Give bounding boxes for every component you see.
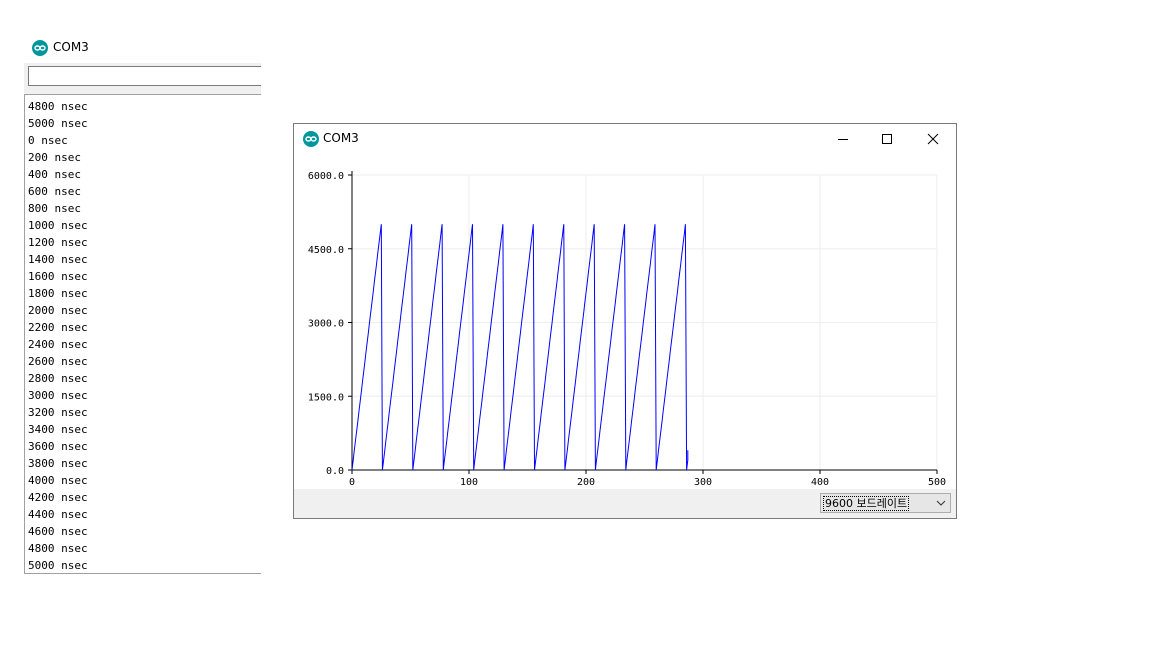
- serial-output-line: 2600 nsec: [28, 355, 88, 368]
- serial-output-line: 3400 nsec: [28, 423, 88, 436]
- maximize-icon: [882, 134, 892, 144]
- y-tick-label: 0.0: [326, 466, 344, 477]
- plot-area: 0 100 200 300 400 500 0.0 1500.0 3000.0 4500.0 600…: [294, 154, 956, 489]
- serial-output-line: 4000 nsec: [28, 474, 88, 487]
- serial-plotter-titlebar[interactable]: COM3: [294, 124, 956, 154]
- maximize-button[interactable]: [864, 124, 910, 154]
- serial-output-line: 0 nsec: [28, 134, 68, 147]
- baud-rate-select[interactable]: 9600 보드레이트: [820, 493, 951, 513]
- y-tick-label: 1500.0: [308, 392, 344, 403]
- plot-series-line: [351, 224, 689, 471]
- serial-output-line: 4400 nsec: [28, 508, 88, 521]
- chevron-down-icon: [936, 500, 946, 506]
- serial-output-line: 3000 nsec: [28, 389, 88, 402]
- x-tick-label: 100: [460, 477, 478, 488]
- serial-monitor-window: COM3 4800 nsec 5000 nsec 0 nsec 200 nsec 400…: [24, 32, 261, 574]
- y-tick-label: 6000.0: [308, 171, 344, 182]
- minimize-icon: [838, 139, 848, 140]
- serial-output-line: 4800 nsec: [28, 542, 88, 555]
- serial-output-lines: 4800 nsec 5000 nsec 0 nsec 200 nsec 400 nsec…: [28, 98, 88, 573]
- x-tick-label: 500: [928, 477, 946, 488]
- serial-output-line: 1600 nsec: [28, 270, 88, 283]
- send-input[interactable]: [28, 66, 261, 86]
- plot-chart: 0 100 200 300 400 500 0.0 1500.0 3000.0 4500.0 600…: [308, 171, 946, 488]
- serial-output-line: 5000 nsec: [28, 117, 88, 130]
- serial-output-line: 3800 nsec: [28, 457, 88, 470]
- serial-output-line: 400 nsec: [28, 168, 81, 181]
- serial-plotter-title: COM3: [323, 131, 359, 145]
- serial-output-line: 4800 nsec: [28, 100, 88, 113]
- serial-output-line: 600 nsec: [28, 185, 81, 198]
- y-tick-label: 3000.0: [308, 319, 344, 330]
- serial-output-line: 2400 nsec: [28, 338, 88, 351]
- serial-output-line: 3200 nsec: [28, 406, 88, 419]
- serial-output-line: 2800 nsec: [28, 372, 88, 385]
- baud-rate-value: 9600 보드레이트: [823, 496, 910, 511]
- x-tick-label: 0: [349, 477, 355, 488]
- serial-monitor-title: COM3: [53, 40, 89, 54]
- serial-output-line: 3600 nsec: [28, 440, 88, 453]
- serial-output-line: 4600 nsec: [28, 525, 88, 538]
- arduino-infinity-icon: [32, 40, 48, 56]
- x-tick-label: 300: [694, 477, 712, 488]
- plotter-status-bar: 9600 보드레이트: [294, 489, 956, 518]
- arduino-infinity-icon: [303, 131, 319, 147]
- minimize-button[interactable]: [820, 124, 866, 154]
- close-icon: [927, 133, 939, 145]
- serial-monitor-send-bar: [24, 63, 261, 94]
- serial-output-line: 200 nsec: [28, 151, 81, 164]
- serial-output-pane[interactable]: 4800 nsec 5000 nsec 0 nsec 200 nsec 400 nsec…: [24, 94, 261, 574]
- x-tick-label: 200: [577, 477, 595, 488]
- serial-output-line: 1200 nsec: [28, 236, 88, 249]
- serial-output-line: 5000 nsec: [28, 559, 88, 572]
- serial-output-line: 2000 nsec: [28, 304, 88, 317]
- serial-output-line: 1800 nsec: [28, 287, 88, 300]
- close-button[interactable]: [910, 124, 956, 154]
- x-tick-label: 400: [811, 477, 829, 488]
- serial-plotter-window: COM3 0 100 200 300 400 500 0.0 1500.0 3000.0 4500…: [293, 123, 957, 519]
- serial-output-line: 1000 nsec: [28, 219, 88, 232]
- serial-monitor-titlebar[interactable]: COM3: [24, 32, 261, 62]
- serial-output-line: 4200 nsec: [28, 491, 88, 504]
- serial-output-line: 2200 nsec: [28, 321, 88, 334]
- serial-output-line: 1400 nsec: [28, 253, 88, 266]
- serial-output-line: 800 nsec: [28, 202, 81, 215]
- y-tick-label: 4500.0: [308, 245, 344, 256]
